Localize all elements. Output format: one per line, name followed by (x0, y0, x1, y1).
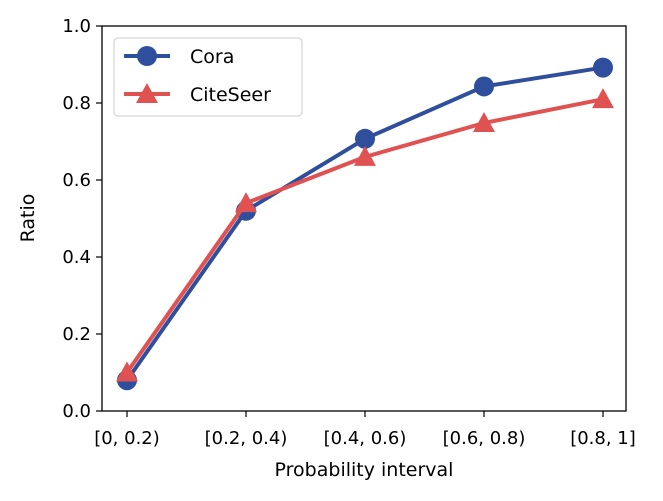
legend-citeseer-label: CiteSeer (190, 84, 271, 106)
series-citeseer-point-1 (235, 192, 257, 213)
legend-cora-marker (137, 46, 157, 66)
y-tick-label-1: 0.2 (62, 324, 91, 345)
y-axis-title: Ratio (17, 194, 39, 243)
series-citeseer-point-3 (473, 112, 495, 133)
y-tick-label-5: 1.0 (62, 16, 91, 37)
series-layer (116, 57, 614, 391)
x-tick-label-3: [0.6, 0.8) (443, 428, 526, 449)
plot-frame (101, 25, 627, 412)
y-tick-label-0: 0.0 (62, 401, 91, 422)
series-cora-point-4 (593, 57, 613, 78)
legend: Cora CiteSeer (113, 37, 303, 117)
series-citeseer-point-0 (116, 361, 138, 382)
axes-layer: 0.0 0.2 0.4 0.6 0.8 1.0 [0, 0.2) [0.2, 0.4) [0.4… (62, 16, 635, 449)
x-tick-label-0: [0, 0.2) (94, 428, 160, 449)
x-tick-label-2: [0.4, 0.6) (324, 428, 407, 449)
x-tick-label-1: [0.2, 0.4) (205, 428, 288, 449)
series-cora-point-2 (355, 128, 375, 149)
legend-cora-label: Cora (190, 46, 234, 68)
x-axis-title: Probability interval (275, 459, 454, 481)
x-tick-label-4: [0.8, 1] (570, 428, 636, 449)
series-cora-point-3 (474, 76, 494, 97)
series-citeseer-point-4 (592, 88, 614, 109)
y-tick-label-4: 0.8 (62, 93, 91, 114)
series-citeseer-point-2 (354, 145, 376, 166)
y-tick-label-2: 0.4 (62, 247, 91, 268)
y-tick-label-3: 0.6 (62, 170, 91, 191)
legend-citeseer-marker (136, 83, 158, 103)
